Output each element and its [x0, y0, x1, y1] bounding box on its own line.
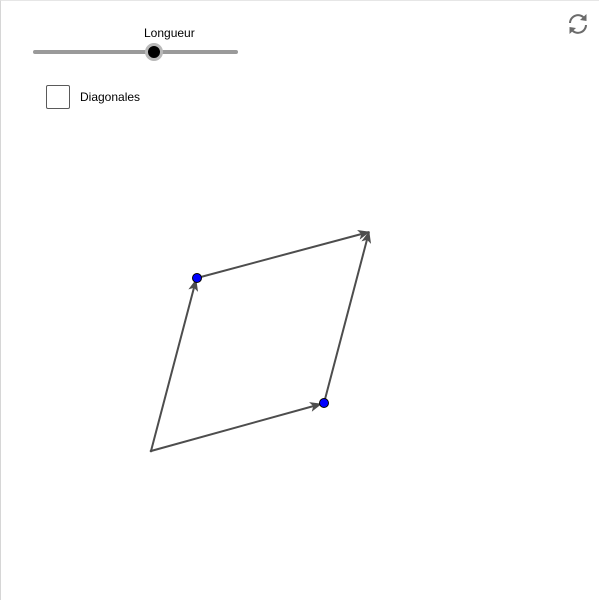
slider-track[interactable]: [33, 50, 238, 54]
slider-label: Longueur: [144, 26, 195, 40]
diagonales-checkbox-row[interactable]: Diagonales: [46, 84, 140, 110]
vector-left-point-to-sum[interactable]: [196, 230, 370, 279]
vector-right-point-to-sum[interactable]: [323, 231, 372, 404]
longueur-slider[interactable]: Longueur: [31, 25, 241, 65]
vector-origin-to-right-point[interactable]: [150, 402, 322, 452]
refresh-icon: [569, 14, 587, 34]
vector-origin-to-left-point[interactable]: [150, 279, 199, 452]
slider-thumb[interactable]: [144, 43, 163, 61]
reset-button[interactable]: [565, 11, 591, 37]
point-right[interactable]: [319, 398, 329, 408]
diagonales-checkbox[interactable]: [46, 85, 70, 109]
checkbox-label: Diagonales: [80, 90, 141, 104]
origin-point: [149, 449, 153, 453]
point-left[interactable]: [192, 273, 202, 283]
